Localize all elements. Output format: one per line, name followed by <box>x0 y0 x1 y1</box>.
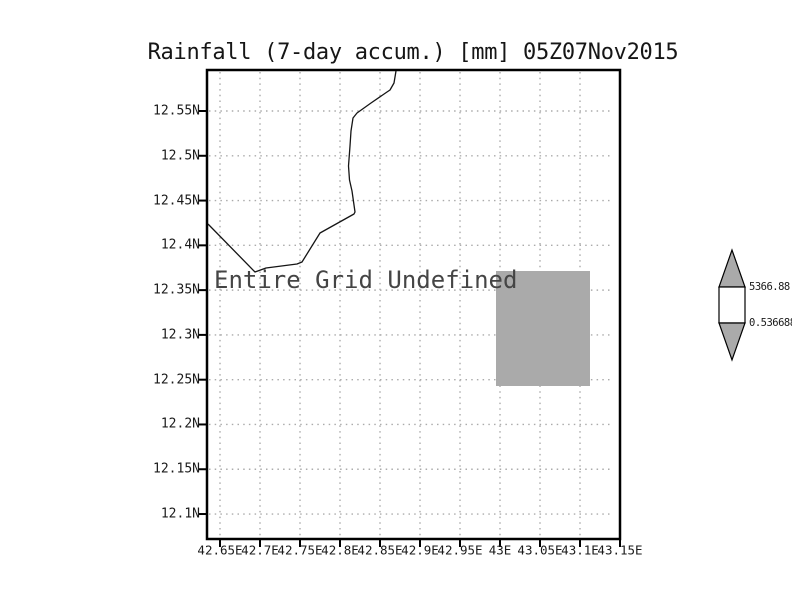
y-tick-label: 12.5N <box>160 148 200 164</box>
y-tick-label: 12.3N <box>160 327 200 343</box>
x-tick-label: 42.75E <box>277 542 323 558</box>
y-tick-label: 12.15N <box>153 461 200 477</box>
undefined-region <box>496 271 590 386</box>
coastline-path <box>207 70 397 273</box>
y-tick-label: 12.1N <box>160 506 200 522</box>
colorbar-up-arrow <box>718 248 746 288</box>
x-tick-label: 43E <box>488 542 512 558</box>
undefined-status-text: Entire Grid Undefined <box>214 266 518 294</box>
y-tick-label: 12.35N <box>153 282 200 298</box>
x-tick-label: 42.9E <box>401 542 439 558</box>
x-tick-label: 43.1E <box>561 542 599 558</box>
y-tick-label: 12.4N <box>160 237 200 253</box>
colorbar-max-label: 5366.88 <box>749 281 790 293</box>
x-tick-label: 43.15E <box>597 542 643 558</box>
colorbar-min-label: 0.536688 <box>749 317 792 329</box>
x-tick-label: 42.65E <box>197 542 243 558</box>
x-tick-label: 43.05E <box>517 542 563 558</box>
chart-title: Rainfall (7-day accum.) [mm] 05Z07Nov201… <box>147 40 679 65</box>
y-tick-label: 12.45N <box>153 193 200 209</box>
x-tick-label: 42.7E <box>241 542 279 558</box>
colorbar-down-arrow <box>718 322 746 362</box>
y-tick-label: 12.2N <box>160 416 200 432</box>
colorbar-rect <box>718 286 746 324</box>
x-tick-label: 42.85E <box>357 542 403 558</box>
x-tick-label: 42.95E <box>437 542 483 558</box>
y-tick-label: 12.25N <box>153 372 200 388</box>
plot-frame <box>205 68 622 541</box>
x-tick-label: 42.8E <box>321 542 359 558</box>
y-tick-label: 12.55N <box>153 103 200 119</box>
